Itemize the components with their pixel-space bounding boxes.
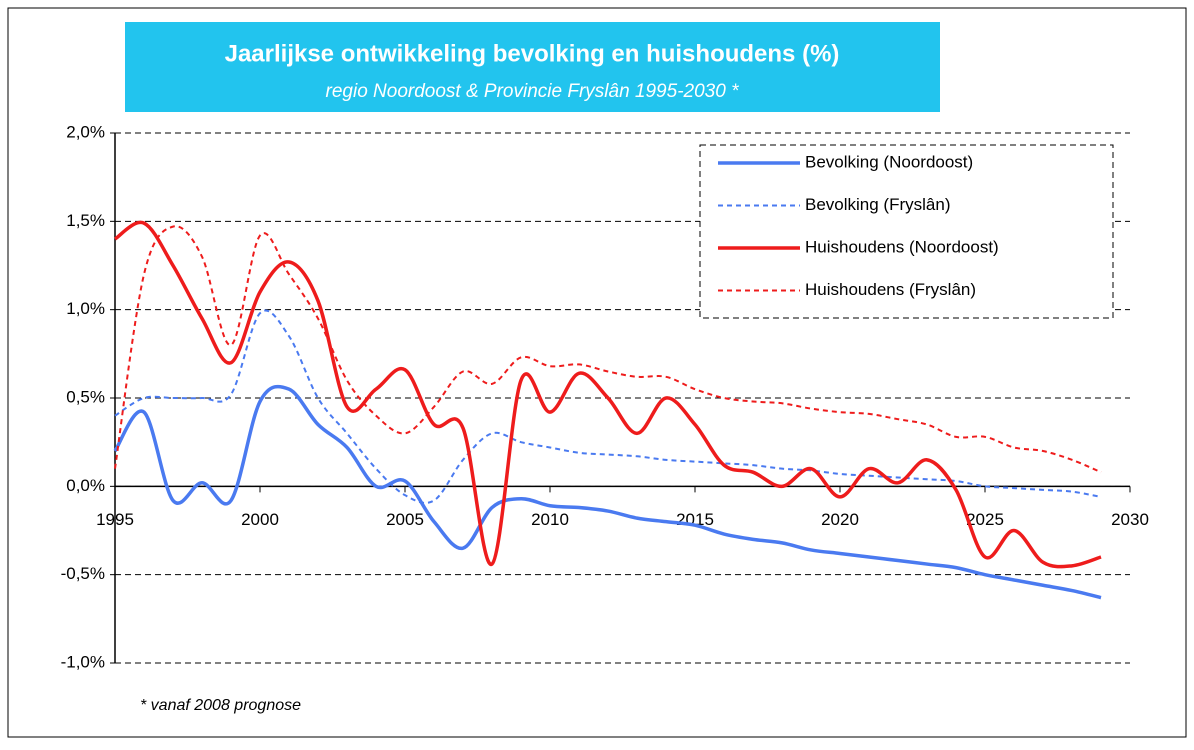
x-tick-label: 2020 [821,510,859,529]
y-tick-label: 1,5% [66,211,105,230]
y-tick-label: 2,0% [66,122,105,141]
series-line [113,220,1102,569]
legend-label: Huishoudens (Noordoost) [805,237,999,256]
series-line [114,309,1102,504]
y-tick-label: 1,0% [66,299,105,318]
y-tick-label: -1,0% [61,652,105,671]
y-tick-label: 0,0% [66,476,105,495]
legend-label: Bevolking (Noordoost) [805,152,973,171]
chart-subtitle: regio Noordoost & Provincie Fryslân 1995… [326,81,740,102]
x-tick-label: 2010 [531,510,569,529]
y-tick-label: -0,5% [61,564,105,583]
y-tick-label: 0,5% [66,387,105,406]
note: * vanaf 2008 prognose [140,697,301,714]
legend-label: Bevolking (Fryslân) [805,195,951,214]
legend-label: Huishoudens (Fryslân) [805,280,976,299]
legend-box [699,144,1114,319]
chart-title: Jaarlijkse ontwikkeling bevolking en hui… [225,40,840,67]
x-tick-label: 1995 [96,510,134,529]
x-tick-label: 2005 [386,510,424,529]
x-tick-label: 2025 [966,510,1004,529]
x-tick-label: 2000 [241,510,279,529]
x-tick-label: 2030 [1111,510,1149,529]
frame [7,7,1187,738]
title-box [125,22,940,112]
series-line [113,384,1102,600]
